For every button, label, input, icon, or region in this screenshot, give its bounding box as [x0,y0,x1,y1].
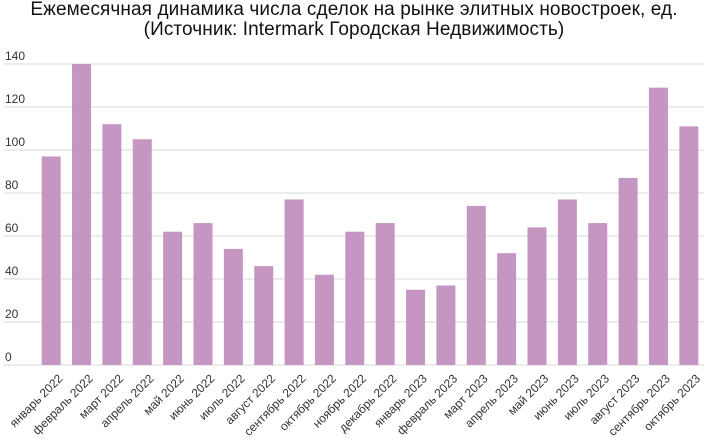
bar [679,126,699,365]
bars [41,64,699,366]
bar [497,253,517,365]
bar [406,289,426,365]
y-tick-label: 20 [5,307,19,321]
bar [193,223,213,365]
bar [254,266,274,365]
bar [466,205,486,365]
bar [102,124,122,365]
y-tick-label: 40 [5,264,19,278]
chart-title: Ежемесячная динамика числа сделок на рын… [30,0,678,20]
y-tick-label: 0 [5,350,12,364]
y-tick-label: 80 [5,178,19,192]
bar [72,64,92,365]
y-tick-label: 120 [5,92,25,106]
bar [375,223,395,365]
bar [284,199,304,365]
bar [557,199,577,365]
bar [618,177,638,365]
bar [163,231,183,365]
bar [648,87,668,366]
bar [436,285,456,365]
y-tick-label: 100 [5,135,25,149]
bar [132,139,152,365]
y-tick-label: 140 [5,49,25,63]
chart-subtitle: (Источник: Intermark Городская Недвижимо… [143,19,565,40]
bar [223,248,243,365]
bar [41,156,61,365]
bar [314,274,334,365]
bar [588,223,608,365]
chart-title-block: Ежемесячная динамика числа сделок на рын… [0,0,708,40]
bar [345,231,365,365]
y-axis-ticks: 0 20 40 60 80 100 120 140 [5,49,25,364]
bar [527,227,547,365]
y-tick-label: 60 [5,221,19,235]
